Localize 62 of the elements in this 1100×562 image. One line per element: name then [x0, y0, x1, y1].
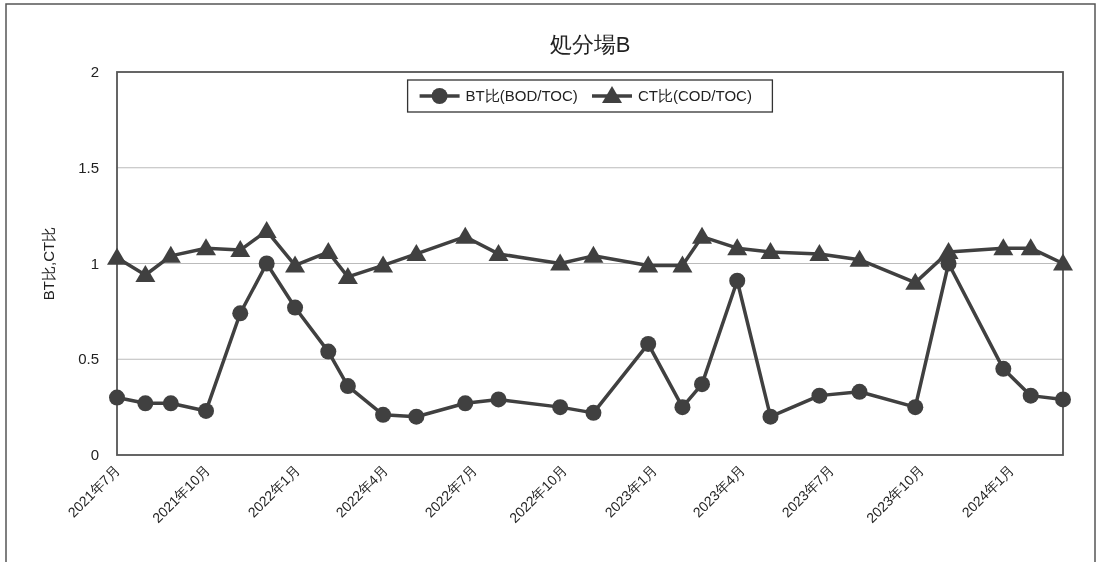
y-tick-label: 0 [90, 446, 99, 463]
point [938, 242, 959, 260]
point [285, 255, 306, 273]
y-tick-label: 0.5 [78, 350, 99, 368]
point [1022, 387, 1039, 404]
point [135, 264, 156, 282]
point [232, 305, 249, 322]
point [993, 238, 1014, 256]
point [760, 242, 781, 260]
point [640, 335, 657, 352]
y-tick-label: 1.5 [78, 158, 99, 176]
point [729, 272, 746, 289]
point [339, 378, 356, 395]
point [1020, 238, 1041, 256]
point [811, 387, 828, 404]
point [809, 243, 830, 261]
point [995, 360, 1012, 377]
point [137, 395, 154, 412]
point [457, 395, 474, 412]
point [552, 399, 569, 416]
point [162, 395, 179, 412]
point [905, 272, 926, 290]
legend-label: BT比(BOD/TOC) [465, 87, 578, 104]
point [762, 408, 779, 425]
point [196, 238, 217, 256]
y-tick-label: 2 [90, 63, 99, 80]
point [287, 299, 304, 316]
point [408, 408, 425, 425]
point [694, 376, 711, 393]
point [373, 255, 394, 273]
y-axis-title: BT比,CT比 [40, 226, 57, 301]
point [1053, 253, 1073, 271]
point [638, 255, 659, 273]
point [585, 404, 602, 421]
point [406, 243, 427, 261]
point [455, 226, 476, 244]
point [318, 242, 339, 260]
y-tick-label: 1 [90, 254, 99, 272]
point [851, 383, 868, 400]
point [488, 243, 509, 261]
legend-label: CT比(COD/TOC) [638, 87, 752, 104]
point [256, 220, 277, 238]
point [490, 391, 507, 408]
point [849, 249, 870, 267]
point [198, 402, 215, 419]
point [907, 399, 924, 416]
point [583, 245, 604, 263]
point [674, 399, 691, 416]
point [320, 343, 337, 360]
point [109, 389, 125, 406]
point [160, 245, 181, 263]
point [337, 266, 358, 284]
point [727, 238, 748, 256]
point [107, 247, 127, 265]
point [1055, 391, 1071, 408]
point [258, 255, 275, 272]
point [375, 406, 392, 423]
chart-title: 処分場B [549, 32, 631, 57]
point [672, 255, 693, 273]
point [692, 226, 713, 244]
point [230, 240, 251, 258]
point [550, 253, 571, 271]
